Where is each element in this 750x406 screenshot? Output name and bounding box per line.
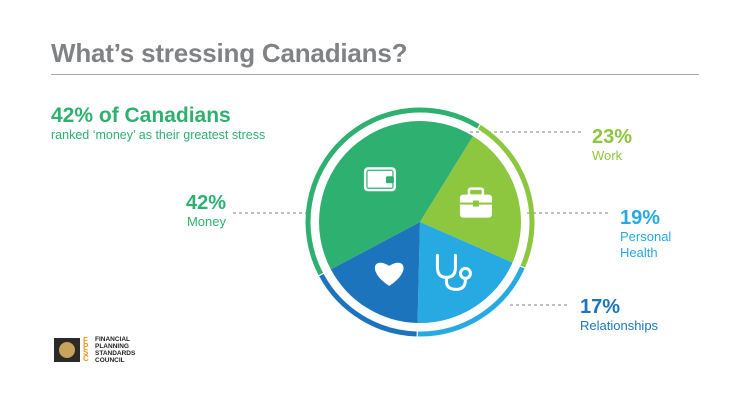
label-relationships-name: Relationships bbox=[580, 318, 659, 333]
label-money-pct: 42% bbox=[185, 192, 226, 214]
subheadline: ranked ‘money’ as their greatest stress bbox=[51, 128, 266, 142]
cfp-badge-icon bbox=[54, 338, 80, 362]
label-work: 23% Work bbox=[592, 126, 632, 164]
pie-slices bbox=[319, 121, 521, 323]
pie-slice-relationships bbox=[330, 222, 420, 323]
ring-segment-personal-health bbox=[417, 266, 525, 337]
label-relationships-pct: 17% bbox=[580, 296, 621, 318]
stethoscope-icon bbox=[435, 253, 472, 291]
label-health-name-2: Health bbox=[620, 245, 658, 260]
label-health: 19% Personal Health bbox=[620, 207, 671, 261]
label-health-name-1: Personal bbox=[620, 229, 672, 244]
fpsc-wordmark: FINANCIAL PLANNING STANDARDS COUNCIL bbox=[95, 336, 136, 364]
pie-slice-personal-health bbox=[417, 222, 513, 323]
label-relationships: 17% Relationships bbox=[580, 296, 658, 334]
wallet-icon bbox=[363, 167, 396, 192]
page-title: What’s stressing Canadians? bbox=[51, 38, 408, 68]
title-divider bbox=[51, 74, 699, 75]
label-money: 42% Money bbox=[182, 192, 226, 230]
label-money-name: Money bbox=[186, 214, 226, 229]
ring-segment-relationships bbox=[319, 273, 417, 337]
label-health-pct: 19% bbox=[620, 207, 661, 229]
ring-segment-money bbox=[305, 107, 480, 276]
briefcase-icon bbox=[459, 187, 492, 218]
outer-rings bbox=[305, 107, 535, 337]
ring-segment-work bbox=[478, 124, 535, 268]
label-work-pct: 23% bbox=[592, 126, 633, 148]
pie-slice-money bbox=[319, 121, 474, 270]
headline: 42% of Canadians bbox=[51, 104, 231, 127]
label-work-name: Work bbox=[592, 148, 623, 163]
slice-icons bbox=[363, 167, 492, 291]
heart-icon bbox=[374, 262, 404, 286]
